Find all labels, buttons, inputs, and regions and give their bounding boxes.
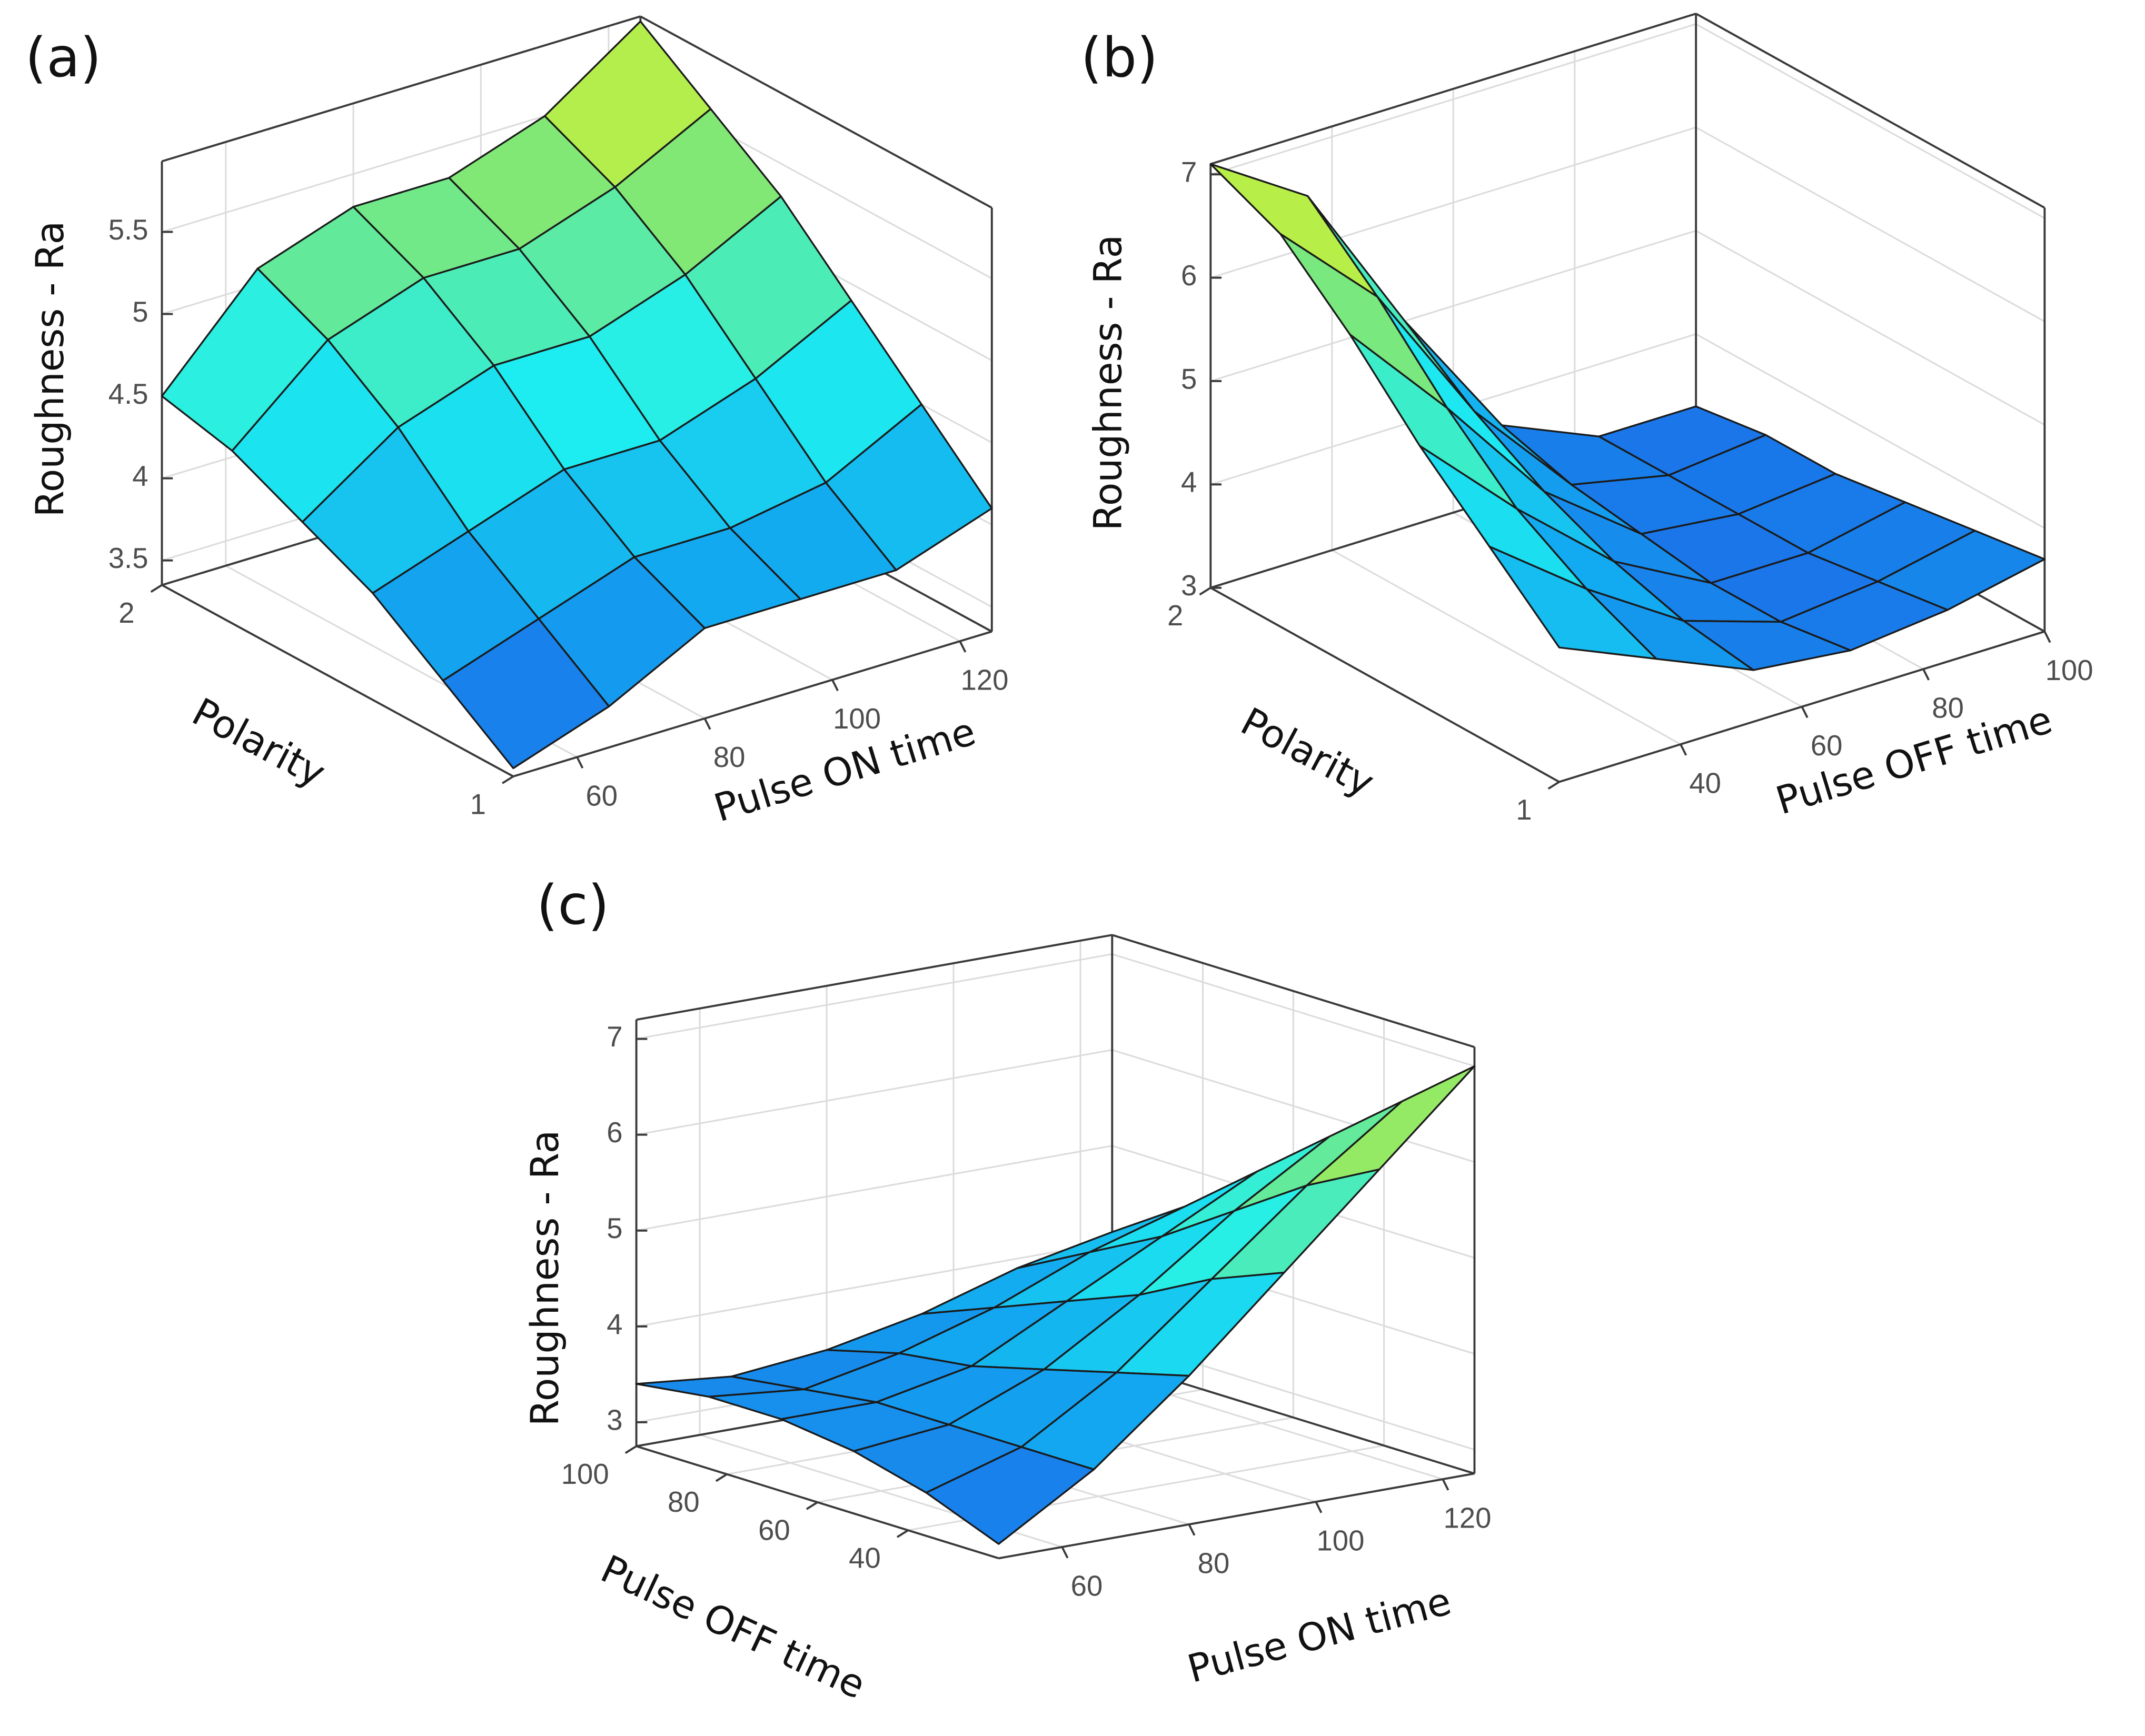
z-tick-label: 5.5: [108, 214, 148, 246]
x-tick: [1442, 1479, 1449, 1491]
y-axis-label: Polarity: [185, 690, 332, 796]
surface-patch: [925, 1446, 1095, 1545]
z-tick-label: 4.5: [108, 378, 148, 410]
y-tick: [150, 584, 163, 593]
z-tick-label: 5: [1181, 363, 1197, 395]
z-tick-label: 7: [607, 1021, 622, 1053]
y-tick: [502, 775, 514, 784]
y-tick-label: 60: [758, 1514, 790, 1546]
z-tick-label: 5: [132, 296, 148, 328]
z-tick-label: 4: [1181, 466, 1197, 498]
x-tick-label: 80: [713, 741, 746, 773]
x-tick: [2043, 631, 2051, 643]
y-axis-label: Pulse OFF time: [594, 1547, 871, 1708]
x-tick-label: 100: [833, 703, 881, 735]
x-tick: [1680, 744, 1687, 756]
z-tick-label: 4: [132, 460, 148, 492]
box-edge: [636, 934, 1113, 1021]
x-tick-label: 80: [1932, 692, 1964, 724]
x-tick-label: 60: [585, 780, 618, 812]
x-tick: [1315, 1501, 1323, 1513]
surface-plot: 60 80 100 120 40 60 80 100 3 4 5 6 7 (c) Roughness - R…: [523, 874, 1492, 1708]
z-tick-label: 6: [1181, 260, 1197, 292]
z-tick-label: 7: [1181, 156, 1197, 188]
y-tick: [624, 1445, 637, 1454]
z-tick-label: 6: [607, 1116, 622, 1149]
panel-label: (c): [537, 874, 609, 937]
box-edge: [161, 15, 641, 163]
z-axis-label: Roughness - Ra: [1087, 235, 1131, 531]
panel-label: (a): [25, 26, 102, 89]
surface-plot: 60 80 100 120 1 2 3.5 4 4.5 5 5.5 (a) Roughness - Ra…: [25, 15, 1008, 831]
y-axis-label: Polarity: [1234, 700, 1381, 806]
x-tick-label: 100: [1316, 1524, 1364, 1557]
y-tick-label: 40: [849, 1542, 881, 1574]
x-tick: [576, 756, 584, 769]
panel-label: (b): [1081, 26, 1158, 89]
x-tick-label: 120: [960, 664, 1008, 696]
box-edge: [1210, 13, 1696, 165]
x-tick: [1188, 1524, 1196, 1536]
box-edge: [998, 1472, 1475, 1560]
y-tick-label: 80: [668, 1486, 700, 1518]
y-tick-label: 1: [470, 789, 486, 821]
x-tick: [1061, 1547, 1069, 1559]
box-edge: [1695, 13, 2045, 209]
y-tick: [806, 1501, 818, 1510]
box-edge: [161, 584, 514, 777]
x-tick: [959, 641, 967, 653]
z-axis-label: Roughness - Ra: [28, 221, 73, 517]
surface-patch: [442, 617, 610, 770]
x-tick: [703, 718, 711, 730]
y-tick: [896, 1529, 909, 1538]
box-edge: [513, 630, 992, 777]
x-tick-label: 100: [2045, 654, 2093, 686]
x-tick: [1922, 669, 1930, 681]
surface-patch: [1488, 545, 1657, 660]
z-tick-label: 3: [607, 1404, 622, 1436]
y-tick-label: 2: [1167, 600, 1183, 632]
z-tick-label: 4: [607, 1308, 622, 1340]
z-tick-label: 3.5: [108, 542, 148, 574]
x-tick-label: 60: [1071, 1570, 1103, 1602]
y-tick-label: 2: [118, 597, 134, 629]
z-tick-label: 5: [607, 1212, 622, 1244]
y-tick: [715, 1473, 728, 1482]
x-tick: [1801, 706, 1809, 719]
z-axis-label: Roughness - Ra: [523, 1130, 568, 1426]
x-tick-label: 40: [1689, 767, 1721, 799]
box-edge: [1210, 586, 1560, 783]
x-tick-label: 120: [1443, 1502, 1491, 1534]
y-tick-label: 100: [561, 1458, 609, 1490]
y-tick: [1199, 586, 1211, 596]
y-tick: [1547, 781, 1560, 790]
x-tick-label: 80: [1198, 1547, 1230, 1579]
box-edge: [1111, 934, 1475, 1049]
box-edge: [640, 15, 992, 209]
y-tick-label: 1: [1516, 794, 1532, 826]
x-tick: [831, 679, 839, 692]
x-tick-label: 60: [1811, 730, 1843, 762]
x-axis-label: Pulse ON time: [1183, 1579, 1456, 1692]
z-tick-label: 3: [1181, 570, 1197, 602]
